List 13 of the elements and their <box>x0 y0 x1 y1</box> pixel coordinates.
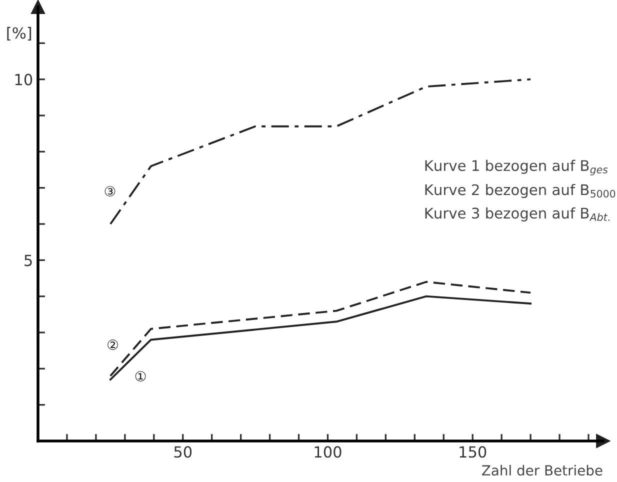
series-label: ③ <box>104 186 116 196</box>
series-label: ② <box>108 340 118 350</box>
y-tick-label: 10 <box>15 74 32 86</box>
x-tick-label: 100 <box>314 446 342 458</box>
annotation: Kurve 1 bezogen auf B$_{ges}$ <box>425 160 608 176</box>
y-tick-label: 5 <box>24 254 32 266</box>
x-axis-title: Zahl der Betriebe <box>482 464 602 476</box>
series-label: ① <box>135 371 146 382</box>
x-tick-label: 50 <box>174 446 192 458</box>
annotation: Kurve 2 bezogen auf B$_{5000}$ <box>425 184 616 198</box>
annotation: Kurve 3 bezogen auf B$_{Abt.}$ <box>425 207 610 222</box>
y-axis-title: [%] <box>7 26 32 41</box>
x-tick-label: 150 <box>460 446 486 458</box>
